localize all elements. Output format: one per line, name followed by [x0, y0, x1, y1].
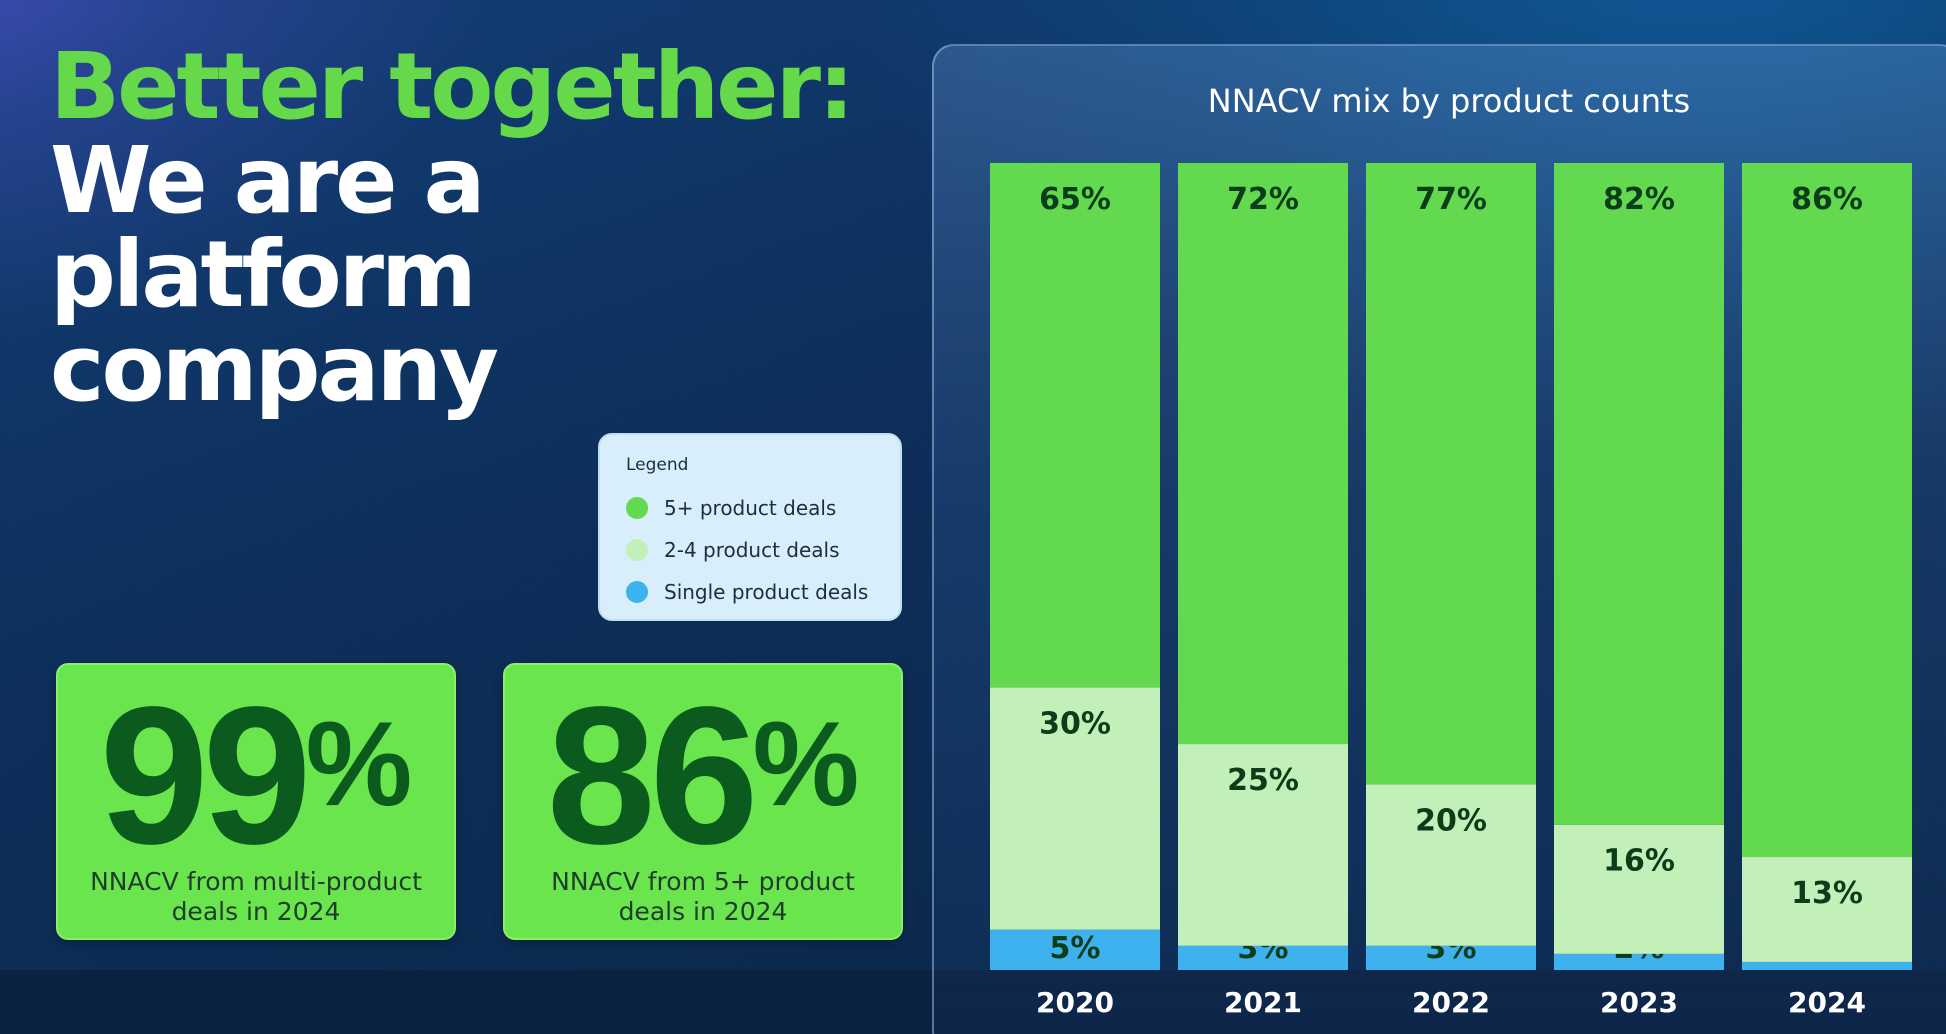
headline-line-4: company — [50, 315, 499, 422]
legend-swatch-5plus — [626, 497, 648, 519]
kpi-number-multi-product: 99 — [99, 666, 312, 885]
x-tick-label-2024: 2024 — [1788, 986, 1866, 1019]
kpi-value-5plus-product: 86% — [505, 666, 901, 885]
legend-swatch-2to4 — [626, 539, 648, 561]
data-label-5plus-2021: 72% — [1227, 182, 1299, 217]
bar-segment-5plus-2021 — [1178, 163, 1348, 745]
bar-segment-5plus-2023 — [1554, 163, 1724, 825]
chart-title: NNACV mix by product counts — [1207, 82, 1691, 120]
data-label-5plus-2022: 77% — [1415, 182, 1487, 217]
kpi-desc-line-2: deals in 2024 — [618, 897, 788, 926]
x-tick-label-2020: 2020 — [1036, 986, 1114, 1019]
bar-segment-2to4-2021 — [1178, 744, 1348, 946]
bar-segment-single-2021 — [1178, 945, 1348, 970]
kpi-card-multi-product: 99% NNACV from multi-product deals in 20… — [56, 663, 456, 940]
bar-segment-5plus-2024 — [1742, 163, 1912, 858]
data-label-5plus-2020: 65% — [1039, 182, 1111, 217]
bar-segment-2to4-2020 — [990, 687, 1160, 930]
data-label-2to4-2022: 20% — [1415, 803, 1487, 838]
x-tick-label-2021: 2021 — [1224, 986, 1302, 1019]
legend-label-5plus: 5+ product deals — [664, 496, 837, 520]
kpi-desc-line-1: NNACV from multi-product — [90, 867, 422, 896]
legend-item-5plus: 5+ product deals — [626, 487, 874, 529]
bar-segment-single-2023 — [1554, 953, 1724, 970]
kpi-desc-line-2: deals in 2024 — [171, 897, 341, 926]
headline-line-1: Better together: — [50, 33, 855, 140]
headline-line-2: We are a — [50, 127, 486, 234]
bar-segment-2to4-2024 — [1742, 857, 1912, 962]
bottom-band — [0, 970, 1946, 1034]
kpi-unit-multi-product: % — [305, 697, 413, 831]
kpi-description-5plus-product: NNACV from 5+ product deals in 2024 — [505, 867, 901, 927]
data-label-2to4-2020: 30% — [1039, 707, 1111, 742]
data-label-5plus-2024: 86% — [1791, 182, 1863, 217]
headline: Better together: We are a platform compa… — [50, 33, 855, 422]
bar-segment-2to4-2022 — [1366, 784, 1536, 946]
bar-segment-5plus-2022 — [1366, 163, 1536, 785]
bar-segment-single-2022 — [1366, 945, 1536, 970]
legend-item-2to4: 2-4 product deals — [626, 529, 874, 571]
x-tick-label-2023: 2023 — [1600, 986, 1678, 1019]
data-label-2to4-2021: 25% — [1227, 763, 1299, 798]
kpi-value-multi-product: 99% — [58, 666, 454, 885]
bar-segment-2to4-2023 — [1554, 824, 1724, 954]
kpi-number-5plus-product: 86 — [546, 666, 759, 885]
kpi-description-multi-product: NNACV from multi-product deals in 2024 — [58, 867, 454, 927]
legend-swatch-single — [626, 581, 648, 603]
legend-label-single: Single product deals — [664, 580, 869, 604]
legend-label-2to4: 2-4 product deals — [664, 538, 840, 562]
data-label-2to4-2023: 16% — [1603, 844, 1675, 879]
legend-item-single: Single product deals — [626, 571, 874, 613]
bar-segment-single-2024 — [1742, 961, 1912, 970]
kpi-unit-5plus-product: % — [752, 697, 860, 831]
kpi-desc-line-1: NNACV from 5+ product — [551, 867, 855, 896]
bar-segment-5plus-2020 — [990, 163, 1160, 688]
data-label-2to4-2024: 13% — [1791, 876, 1863, 911]
bar-segment-single-2020 — [990, 929, 1160, 970]
kpi-card-5plus-product: 86% NNACV from 5+ product deals in 2024 — [503, 663, 903, 940]
x-tick-label-2022: 2022 — [1412, 986, 1490, 1019]
data-label-single-2020: 5% — [1050, 931, 1101, 966]
data-label-5plus-2023: 82% — [1603, 182, 1675, 217]
legend-title: Legend — [626, 455, 689, 475]
headline-line-3: platform — [50, 221, 477, 328]
chart-legend: Legend 5+ product deals 2-4 product deal… — [598, 433, 902, 621]
